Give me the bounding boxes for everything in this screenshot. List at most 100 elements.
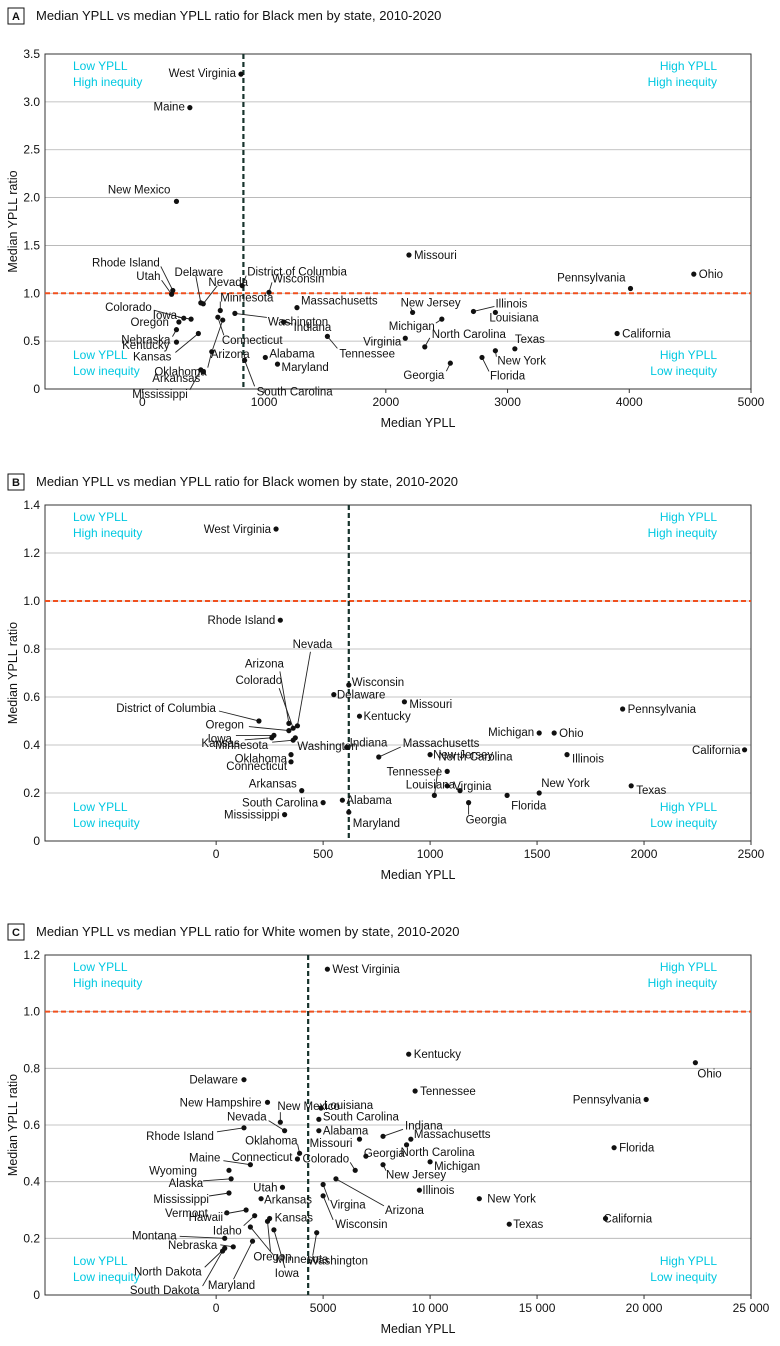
quadrant-label-top-left: High inequity (73, 976, 142, 990)
point-label-alabama: Alabama (323, 1126, 369, 1138)
leader-line-illinois (473, 306, 495, 312)
point-label-arkansas: Arkansas (264, 1195, 312, 1207)
point-wisconsin (346, 682, 352, 688)
point-label-arkansas: Arkansas (249, 779, 297, 791)
point-texas (506, 1221, 512, 1227)
leader-line-arizona (212, 319, 224, 350)
x-tick-label: 5000 (738, 395, 765, 409)
point-label-arkansas: Arkansas (152, 373, 200, 385)
point-label-new-jersey: New Jersey (386, 1170, 446, 1182)
chart-panel-b: B Median YPLL vs median YPLL ratio for Bl… (6, 473, 765, 882)
leader-line-nevada (202, 285, 218, 305)
point-label-massachusetts: Massachusetts (301, 296, 378, 308)
point-label-maine: Maine (154, 102, 185, 114)
leader-line-south-carolina (244, 360, 256, 387)
point-label-hawaii: Hawaii (189, 1212, 224, 1224)
point-label-washington: Washington (308, 1256, 368, 1268)
point-florida (479, 354, 485, 361)
point-label-new-york: New York (487, 1194, 536, 1206)
point-indiana (380, 1133, 386, 1139)
point-illinois (564, 752, 570, 758)
point-new-mexico (277, 1119, 283, 1125)
point-label-tennessee: Tennessee (420, 1086, 476, 1098)
leader-line-montana (179, 1235, 225, 1239)
point-label-nevada: Nevada (293, 639, 333, 651)
x-tick-label: 10 000 (412, 1301, 449, 1315)
point-label-virgina: Virgina (330, 1200, 366, 1212)
point-north-carolina (422, 344, 428, 350)
y-tick-label: 0 (33, 382, 40, 396)
point-label-louisiana: Louisiana (406, 780, 456, 792)
point-label-delaware: Delaware (189, 1075, 238, 1087)
point-label-illinois: Illinois (572, 754, 604, 766)
point-washington (232, 310, 238, 316)
point-label-utah: Utah (253, 1182, 277, 1194)
quadrant-label-bottom-right: Low inequity (650, 364, 717, 378)
point-label-indiana: Indiana (350, 737, 388, 749)
point-texas (628, 783, 634, 789)
point-label-ohio: Ohio (559, 728, 583, 740)
point-massachusetts (376, 754, 382, 760)
point-label-georgia: Georgia (466, 815, 508, 827)
point-nevada (200, 301, 206, 307)
point-label-texas: Texas (515, 334, 545, 346)
point-oregon (286, 728, 292, 734)
quadrant-label-top-right: High YPLL (660, 510, 717, 524)
point-label-massachusetts: Massachusetts (414, 1129, 491, 1141)
point-label-utah: Utah (136, 271, 160, 283)
y-tick-label: 1.0 (23, 286, 40, 300)
leader-line-minnesota (272, 739, 294, 743)
point-label-washington: Washington (297, 741, 357, 753)
point-delaware (241, 1077, 247, 1083)
point-label-arizona: Arizona (245, 658, 285, 670)
point-label-new-mexico: New Mexico (277, 1101, 340, 1113)
point-north-carolina (431, 792, 437, 799)
point-label-missouri: Missouri (409, 699, 452, 711)
point-new-york (476, 1196, 482, 1202)
point-label-maine: Maine (189, 1153, 220, 1165)
x-tick-label: 20 000 (626, 1301, 663, 1315)
quadrant-label-top-right: High YPLL (660, 59, 717, 73)
quadrant-label-top-right: High inequity (648, 526, 717, 540)
point-maine (187, 105, 193, 111)
point-missouri (406, 252, 412, 258)
point-label-nebraska: Nebraska (121, 335, 171, 347)
point-label-virginia: Virginia (453, 781, 492, 793)
point-label-ohio: Ohio (697, 1069, 721, 1081)
point-label-louisiana: Louisiana (324, 1100, 374, 1112)
point-label-delaware: Delaware (337, 690, 386, 702)
point-wisconsin (320, 1193, 326, 1199)
point-label-new-mexico: New Mexico (108, 184, 171, 196)
leader-line-oregon (267, 1221, 271, 1252)
point-oklahoma (209, 349, 215, 355)
point-label-colorado: Colorado (105, 302, 152, 314)
point-district-of-columbia (239, 283, 245, 289)
point-label-district-of-columbia: District of Columbia (247, 267, 347, 279)
point-south-dakota (219, 1248, 226, 1254)
y-axis-label: Median YPLL ratio (6, 170, 20, 272)
point-label-indiana: Indiana (405, 1120, 443, 1132)
point-label-oregon: Oregon (253, 1251, 291, 1263)
point-idaho (252, 1213, 258, 1219)
panel-badge-box (7, 923, 25, 941)
point-nevada (282, 1128, 288, 1134)
point-nebraska (173, 327, 180, 333)
point-west-virginia (238, 71, 244, 77)
point-label-mississippi: Mississippi (153, 1194, 209, 1206)
point-arkansas (299, 788, 305, 794)
point-label-iowa: Iowa (275, 1268, 300, 1280)
point-label-pennsylvania: Pennsylvania (557, 273, 626, 285)
point-wisconsin (266, 289, 272, 295)
point-label-oregon: Oregon (206, 720, 244, 732)
point-minnesota (247, 1224, 253, 1230)
point-label-maryland: Maryland (353, 818, 400, 830)
panel-badge-box (7, 7, 25, 25)
point-south-carolina (242, 357, 248, 363)
quadrant-label-bottom-right: Low inequity (650, 1270, 717, 1284)
leader-line-washington (234, 312, 267, 318)
point-kentucky (173, 339, 180, 345)
point-louisiana (457, 788, 463, 794)
point-arizona (333, 1176, 339, 1182)
leader-line-nevada (268, 1120, 285, 1132)
point-label-maryland: Maryland (208, 1280, 255, 1292)
